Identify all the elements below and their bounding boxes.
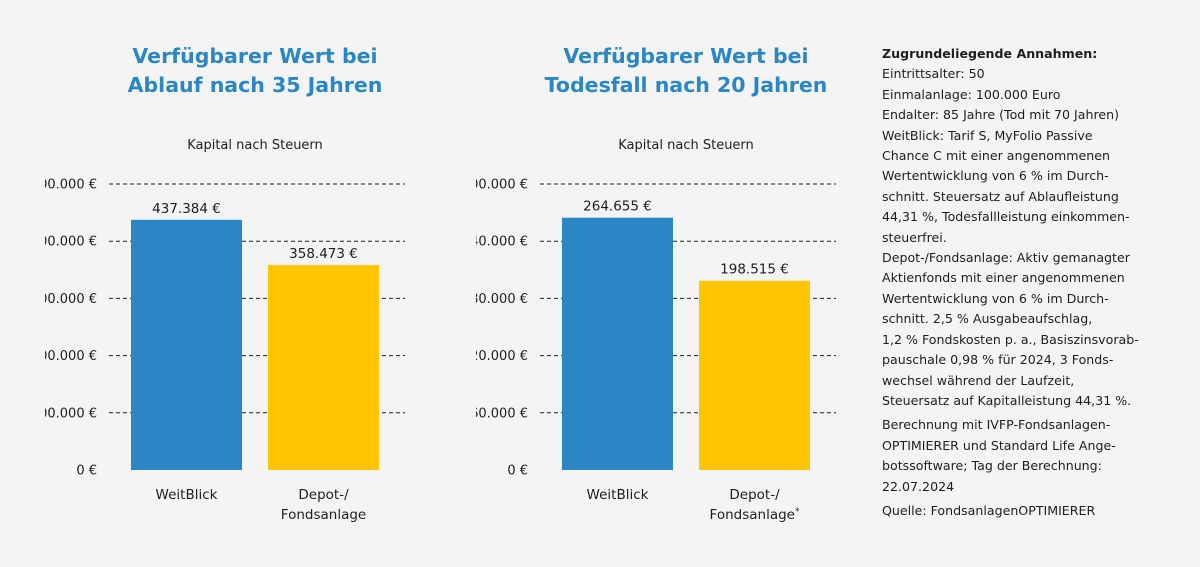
y-tick-label: 500.000 €	[45, 178, 97, 193]
bar	[131, 219, 242, 470]
category-label: Depot-/	[298, 487, 349, 503]
y-tick-label: 300.000 €	[476, 178, 528, 193]
chart-subtitle: Kapital nach Steuern	[187, 138, 323, 153]
bar-value-label: 264.655 €	[583, 199, 652, 215]
chart-title: Verfügbarer Wert bei Ablauf nach 35 Jahr…	[127, 44, 383, 97]
calculation-note: Berechnung mit IVFP-Fondsanlagen- OPTIMI…	[882, 417, 1116, 494]
bar-chart-svg: 0 € 100.000 € 200.000 € 300.000 € 400.000 € 5…	[45, 178, 405, 523]
bar-chart-svg: 0 € 60.000 € 120.000 € 180.000 € 240.000 € 30…	[476, 178, 836, 523]
bar	[562, 217, 673, 470]
chart-left: Verfügbarer Wert bei Ablauf nach 35 Jahr…	[45, 0, 465, 567]
y-tick-label: 60.000 €	[476, 406, 528, 421]
y-tick-label: 100.000 €	[45, 406, 97, 421]
category-label: WeitBlick	[156, 487, 218, 503]
bar	[268, 264, 379, 470]
source-note: Quelle: FondsanlagenOPTIMIERER	[882, 502, 1096, 518]
assumptions-panel: Zugrundeliegende Annahmen: Eintrittsalte…	[882, 44, 1182, 521]
category-label: Fondsanlage	[281, 507, 366, 523]
y-tick-label: 200.000 €	[45, 349, 97, 364]
assumptions-title: Zugrundeliegende Annahmen:	[882, 46, 1098, 61]
chart-subtitle: Kapital nach Steuern	[618, 138, 754, 153]
y-tick-label: 120.000 €	[476, 349, 528, 364]
category-label: Fondsanlage*	[710, 507, 800, 523]
bar-value-label: 437.384 €	[152, 201, 221, 217]
bar	[699, 280, 810, 470]
y-tick-label: 180.000 €	[476, 292, 528, 307]
y-tick-label: 0 €	[507, 464, 528, 479]
category-label: Depot-/	[729, 487, 780, 503]
assumptions-text: Eintrittsalter: 50 Einmalanlage: 100.000…	[882, 66, 1139, 408]
bar-value-label: 358.473 €	[289, 246, 358, 262]
y-tick-label: 240.000 €	[476, 235, 528, 250]
y-tick-label: 0 €	[76, 464, 97, 479]
y-tick-label: 400.000 €	[45, 235, 97, 250]
category-label: WeitBlick	[587, 487, 649, 503]
chart-title: Verfügbarer Wert bei Todesfall nach 20 J…	[544, 44, 828, 97]
chart-right: Verfügbarer Wert bei Todesfall nach 20 J…	[476, 0, 896, 567]
bar-value-label: 198.515 €	[720, 262, 789, 278]
y-tick-label: 300.000 €	[45, 292, 97, 307]
